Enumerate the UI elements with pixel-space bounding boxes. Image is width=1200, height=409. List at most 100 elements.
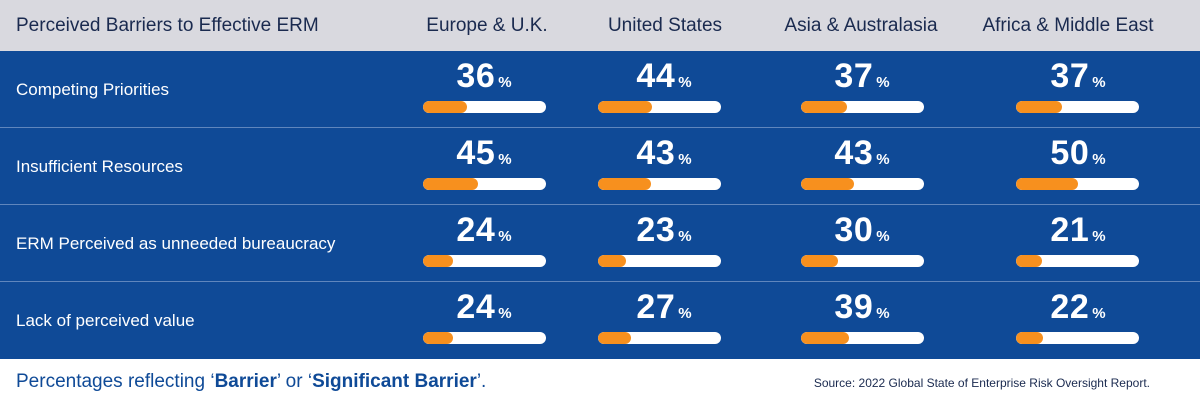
value-number: 21 [1050, 211, 1090, 249]
percent-sign: % [1092, 74, 1106, 91]
data-label: 37% [792, 57, 932, 96]
data-label: 43% [594, 134, 734, 173]
metric-erm-bureaucracy-asia: 30% [792, 205, 932, 282]
data-label: 22% [1008, 288, 1148, 327]
progress-bar-fill [423, 332, 453, 344]
progress-track [1016, 332, 1139, 344]
progress-track [801, 101, 924, 113]
progress-track [1016, 178, 1139, 190]
value-number: 45 [456, 134, 496, 172]
progress-bar-fill [1016, 178, 1078, 190]
progress-bar-fill [423, 255, 453, 267]
metric-erm-bureaucracy-united-states: 23% [594, 205, 734, 282]
value-number: 22 [1050, 288, 1090, 326]
progress-track [423, 178, 546, 190]
progress-bar-fill [598, 332, 631, 344]
metric-competing-priorities-europe: 36% [414, 51, 554, 128]
table-row-erm-bureaucracy: ERM Perceived as unneeded bureaucracy 24%… [0, 205, 1200, 282]
progress-track [598, 255, 721, 267]
progress-track [423, 332, 546, 344]
progress-bar-fill [423, 101, 467, 113]
column-header-africa: Africa & Middle East [982, 15, 1154, 36]
value-number: 37 [1050, 57, 1090, 95]
progress-track [801, 255, 924, 267]
percent-sign: % [498, 305, 512, 322]
metric-insufficient-resources-united-states: 43% [594, 128, 734, 205]
progress-bar-fill [598, 255, 626, 267]
progress-bar-fill [598, 101, 652, 113]
row-divider [0, 204, 1200, 205]
metric-competing-priorities-africa: 37% [1008, 51, 1148, 128]
value-number: 39 [834, 288, 874, 326]
progress-bar-fill [801, 101, 847, 113]
data-label: 43% [792, 134, 932, 173]
table-row-insufficient-resources: Insufficient Resources 45% 43% 43% 50% [0, 128, 1200, 205]
value-number: 43 [636, 134, 676, 172]
progress-track [598, 101, 721, 113]
percent-sign: % [876, 151, 890, 168]
progress-track [801, 332, 924, 344]
percent-sign: % [876, 305, 890, 322]
percent-sign: % [1092, 305, 1106, 322]
table-body: Competing Priorities 36% 44% 37% 37% Insuffic… [0, 51, 1200, 359]
value-number: 37 [834, 57, 874, 95]
metric-insufficient-resources-africa: 50% [1008, 128, 1148, 205]
row-label: Lack of perceived value [16, 311, 195, 330]
data-label: 39% [792, 288, 932, 327]
metric-lack-of-value-europe: 24% [414, 282, 554, 359]
percent-sign: % [678, 151, 692, 168]
table-header: Perceived Barriers to Effective ERM Euro… [0, 0, 1200, 51]
footnote: Percentages reflecting ‘Barrier’ or ‘Sig… [16, 371, 486, 393]
value-number: 24 [456, 288, 496, 326]
data-label: 37% [1008, 57, 1148, 96]
progress-track [598, 178, 721, 190]
progress-bar-fill [801, 255, 838, 267]
table-row-competing-priorities: Competing Priorities 36% 44% 37% 37% [0, 51, 1200, 128]
data-label: 24% [414, 211, 554, 250]
data-label: 23% [594, 211, 734, 250]
value-number: 36 [456, 57, 496, 95]
column-header-europe: Europe & U.K. [426, 15, 548, 36]
row-label: ERM Perceived as unneeded bureaucracy [16, 234, 336, 253]
percent-sign: % [678, 228, 692, 245]
progress-bar-fill [1016, 255, 1042, 267]
data-label: 50% [1008, 134, 1148, 173]
column-header-asia: Asia & Australasia [784, 15, 938, 36]
percent-sign: % [876, 74, 890, 91]
progress-track [1016, 255, 1139, 267]
value-number: 44 [636, 57, 676, 95]
value-number: 27 [636, 288, 676, 326]
footnote-term-barrier: Barrier [214, 371, 277, 392]
progress-track [801, 178, 924, 190]
percent-sign: % [876, 228, 890, 245]
percent-sign: % [498, 228, 512, 245]
progress-bar-fill [598, 178, 651, 190]
metric-erm-bureaucracy-africa: 21% [1008, 205, 1148, 282]
metric-insufficient-resources-europe: 45% [414, 128, 554, 205]
percent-sign: % [498, 151, 512, 168]
data-label: 24% [414, 288, 554, 327]
row-label: Competing Priorities [16, 80, 170, 99]
percent-sign: % [678, 74, 692, 91]
metric-competing-priorities-asia: 37% [792, 51, 932, 128]
row-divider [0, 127, 1200, 128]
percent-sign: % [678, 305, 692, 322]
footnote-term-significant-barrier: Significant Barrier [312, 371, 477, 392]
percent-sign: % [1092, 151, 1106, 168]
metric-lack-of-value-africa: 22% [1008, 282, 1148, 359]
table-row-lack-of-value: Lack of perceived value 24% 27% 39% 22% [0, 282, 1200, 359]
data-label: 21% [1008, 211, 1148, 250]
metric-insufficient-resources-asia: 43% [792, 128, 932, 205]
data-label: 27% [594, 288, 734, 327]
footnote-prefix: Percentages reflecting ‘ [16, 371, 215, 392]
value-number: 24 [456, 211, 496, 249]
progress-bar-fill [423, 178, 478, 190]
progress-bar-fill [1016, 332, 1043, 344]
progress-track [598, 332, 721, 344]
metric-competing-priorities-united-states: 44% [594, 51, 734, 128]
source-citation: Source: 2022 Global State of Enterprise … [813, 376, 1150, 390]
data-label: 30% [792, 211, 932, 250]
metric-lack-of-value-asia: 39% [792, 282, 932, 359]
progress-track [423, 255, 546, 267]
metric-lack-of-value-united-states: 27% [594, 282, 734, 359]
